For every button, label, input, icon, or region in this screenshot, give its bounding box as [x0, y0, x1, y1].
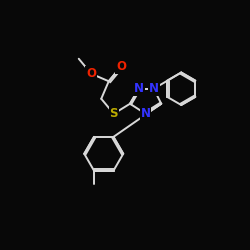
- Text: O: O: [86, 67, 96, 80]
- Text: O: O: [116, 60, 126, 73]
- Text: N: N: [149, 82, 159, 95]
- Text: N: N: [140, 107, 150, 120]
- Text: S: S: [110, 107, 118, 120]
- Text: N: N: [134, 82, 144, 95]
